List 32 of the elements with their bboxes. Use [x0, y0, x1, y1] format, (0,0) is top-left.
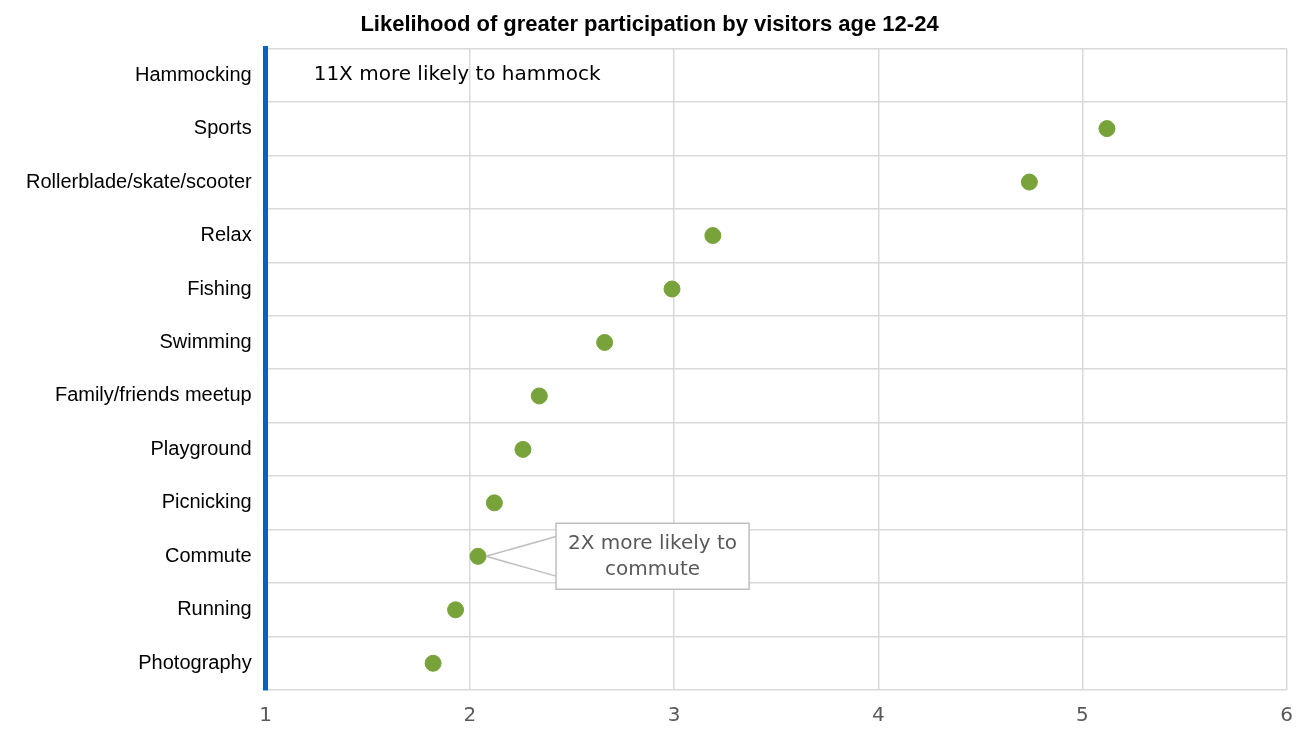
annotation: 11X more likely to hammock [313, 61, 601, 86]
y-tick-label: Photography [138, 650, 252, 673]
point [424, 654, 442, 672]
point [1020, 173, 1038, 191]
y-tick-label: Picnicking [161, 490, 252, 513]
y-tick-label: Fishing [187, 276, 252, 299]
y-tick-label: Relax [200, 223, 252, 246]
y-tick-label: Playground [150, 436, 252, 459]
point [514, 440, 532, 458]
point [530, 387, 548, 405]
y-tick-label: Family/friends meetup [54, 383, 252, 406]
point [485, 494, 503, 512]
x-tick-label: 6 [1280, 702, 1293, 727]
chart-title: Likelihood of greater participation by visitors age 12-24 [360, 11, 940, 37]
y-tick-label: Swimming [159, 329, 252, 352]
y-tick-label: Running [177, 597, 252, 620]
x-tick-label: 4 [871, 702, 885, 727]
point [447, 601, 465, 619]
y-tick-label: Hammocking [134, 62, 252, 85]
x-tick-label: 3 [667, 702, 681, 727]
x-tick-label: 5 [1076, 702, 1089, 727]
y-tick-label: Rollerblade/skate/scooter [25, 169, 252, 192]
y-tick-label: Sports [193, 116, 252, 139]
x-tick-label: 2 [463, 702, 477, 727]
point [1098, 120, 1116, 138]
y-tick-label: Commute [164, 543, 252, 566]
annotation: 2X more likely to commute [568, 529, 738, 580]
x-tick-label: 1 [259, 702, 273, 727]
point [663, 280, 681, 298]
point [469, 547, 487, 565]
point [596, 333, 614, 351]
point [704, 227, 722, 245]
